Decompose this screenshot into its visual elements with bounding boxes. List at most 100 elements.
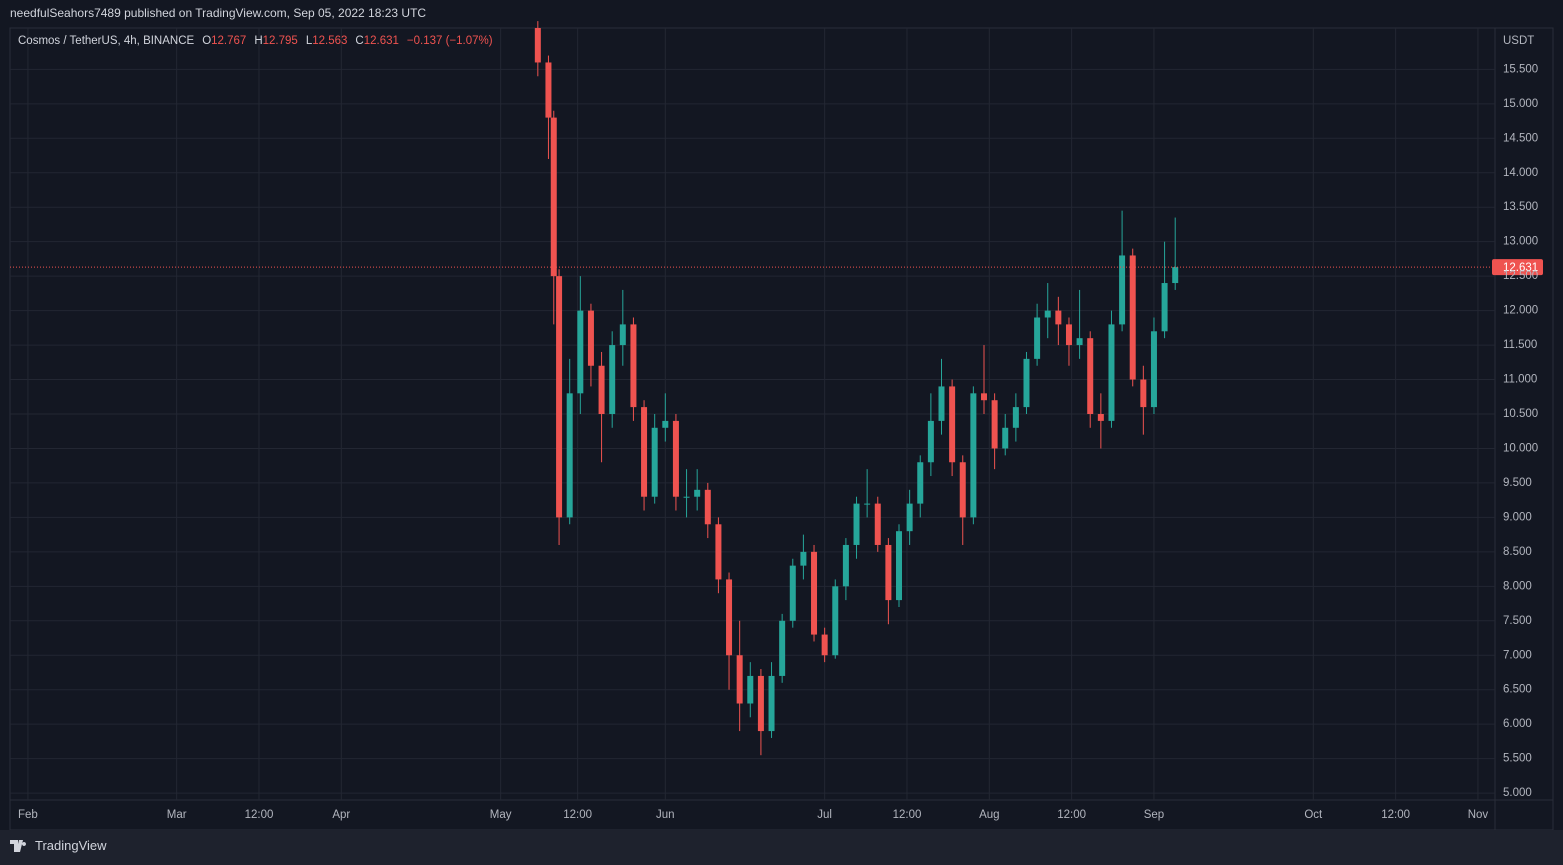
candle-body — [800, 551, 807, 566]
candle-body — [853, 503, 860, 545]
candle-body — [704, 489, 711, 525]
candle-body — [896, 531, 903, 601]
candle-body — [1119, 255, 1126, 325]
candle-body — [630, 324, 637, 408]
y-tick-label: 8.500 — [1503, 546, 1532, 558]
candle-body — [747, 675, 754, 704]
candle-body — [1034, 317, 1041, 359]
y-tick-label: 12.500 — [1503, 270, 1538, 282]
candle-body — [779, 620, 786, 676]
ohlc-high: H12.795 — [254, 35, 298, 47]
candle-body — [1012, 407, 1019, 428]
y-tick-label: 9.000 — [1503, 511, 1532, 523]
candle-body — [768, 675, 775, 732]
candle-body — [970, 393, 977, 518]
last-price-label: 12.631 — [1503, 262, 1538, 274]
x-tick-label: 12:00 — [1057, 809, 1086, 821]
candle-body — [1172, 267, 1179, 284]
candle-body — [683, 496, 690, 498]
x-tick-label: Apr — [332, 809, 350, 821]
candle-body — [598, 365, 605, 414]
candle-body — [1140, 379, 1147, 408]
candle-body — [566, 393, 573, 518]
candle-body — [534, 28, 541, 63]
y-tick-label: 7.500 — [1503, 615, 1532, 627]
candle-body — [980, 393, 987, 401]
candle-body — [651, 427, 658, 497]
candle-body — [1023, 358, 1030, 408]
symbol-legend: Cosmos / TetherUS, 4h, BINANCE O12.767 H… — [18, 35, 493, 47]
candle-body — [917, 462, 924, 504]
y-tick-label: 5.500 — [1503, 753, 1532, 765]
x-tick-label: Jun — [656, 809, 675, 821]
candle-body — [641, 407, 648, 497]
brand: TradingView — [35, 838, 107, 853]
candle-body — [545, 62, 552, 118]
y-tick-label: 13.000 — [1503, 236, 1538, 248]
candle-body — [609, 345, 616, 414]
candle-body — [1129, 255, 1136, 380]
y-tick-label: 5.000 — [1503, 787, 1532, 799]
candle-body — [1161, 283, 1168, 332]
candle-body — [1108, 324, 1115, 421]
x-tick-label: Mar — [167, 809, 187, 821]
value: 12.563 — [312, 35, 348, 47]
candle-body — [789, 565, 796, 621]
candle-body — [906, 503, 913, 532]
y-tick-label: 14.000 — [1503, 167, 1538, 179]
x-tick-label: Sep — [1144, 809, 1164, 821]
y-tick-label: 6.000 — [1503, 718, 1532, 730]
x-tick-label: Feb — [18, 809, 38, 821]
symbol: Cosmos / TetherUS, 4h, BINANCE — [18, 35, 195, 47]
candle-body — [556, 276, 563, 518]
label: H — [254, 35, 263, 47]
candle-body — [1076, 338, 1083, 346]
candle-body — [694, 489, 701, 497]
candle-body — [938, 386, 945, 421]
change: −0.137 (−1.07%) — [406, 35, 493, 47]
candle-body — [757, 675, 764, 732]
label: C — [355, 35, 364, 47]
candle-body — [1055, 310, 1062, 325]
x-tick-label: Nov — [1468, 809, 1489, 821]
candle-body — [1044, 310, 1051, 318]
y-tick-label: 14.500 — [1503, 132, 1538, 144]
logo — [10, 839, 27, 852]
x-tick-label: 12:00 — [563, 809, 592, 821]
candle-body — [959, 462, 966, 518]
candle-body — [842, 544, 849, 587]
publisher-line: needfulSeahors7489 published on TradingV… — [10, 6, 427, 20]
candle-body — [1150, 331, 1157, 408]
x-tick-label: Jul — [817, 809, 832, 821]
ohlc-open: O12.767 — [202, 35, 246, 47]
y-tick-label: 13.500 — [1503, 201, 1538, 213]
y-tick-label: 9.500 — [1503, 477, 1532, 489]
label: O — [202, 35, 212, 47]
y-tick-label: 11.000 — [1503, 374, 1537, 386]
chart-panel — [9, 27, 1554, 831]
candle-body — [874, 503, 881, 545]
candle-body — [1097, 414, 1104, 421]
footer[interactable]: TradingView — [10, 838, 107, 853]
x-tick-label: Oct — [1304, 809, 1323, 821]
candle-body — [949, 386, 956, 463]
candle-body — [811, 551, 818, 635]
y-tick-label: 11.500 — [1503, 339, 1537, 351]
y-tick-label: 7.000 — [1503, 649, 1532, 661]
value: 12.795 — [262, 35, 298, 47]
candle-body — [832, 586, 839, 656]
x-tick-label: 12:00 — [245, 809, 274, 821]
candle-body — [1087, 338, 1094, 414]
y-tick-label: 10.000 — [1503, 442, 1538, 454]
candle-body — [672, 420, 679, 497]
y-tick-label: 15.000 — [1503, 98, 1538, 110]
y-tick-label: 8.000 — [1503, 580, 1532, 592]
candle-body — [619, 324, 626, 346]
candle-body — [726, 579, 733, 656]
x-tick-label: 12:00 — [1381, 809, 1410, 821]
x-tick-label: Aug — [979, 809, 999, 821]
last-price-box — [1492, 259, 1543, 276]
y-tick-label: 6.500 — [1503, 684, 1532, 696]
